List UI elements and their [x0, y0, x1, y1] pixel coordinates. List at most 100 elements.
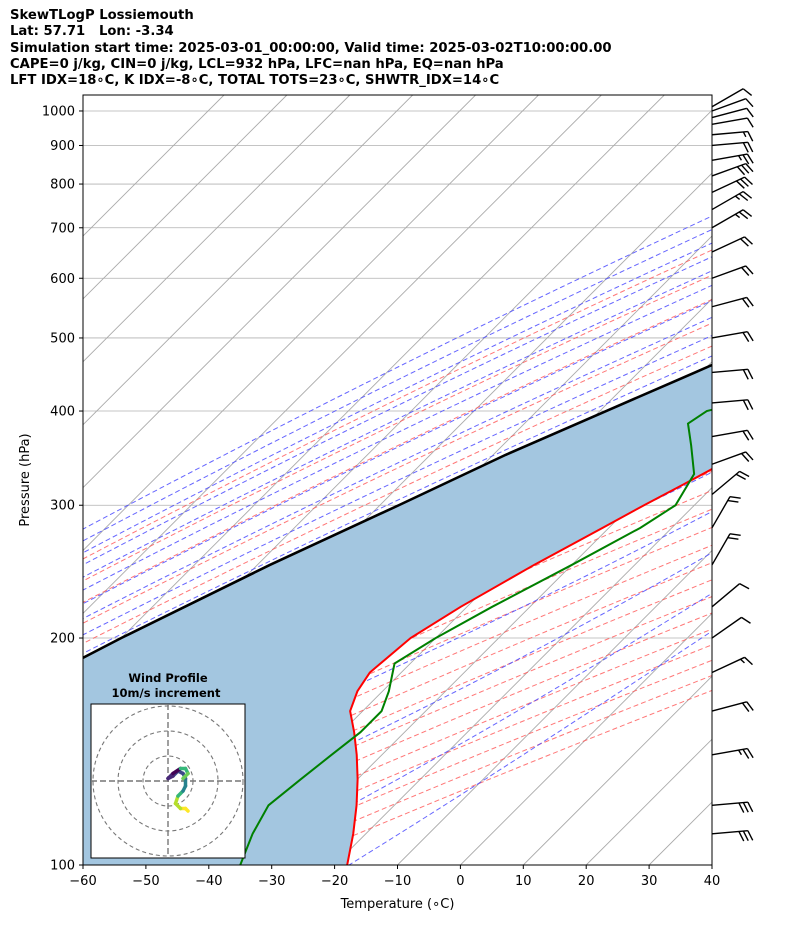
wind-barb — [711, 829, 754, 842]
wind-barb — [711, 153, 754, 165]
isotherm-line — [83, 95, 539, 552]
wind-barb-feather — [746, 701, 754, 711]
x-tick-label: −10 — [384, 874, 411, 889]
wind-barb-feather — [747, 131, 754, 142]
wind-barb-half-feather — [742, 131, 747, 138]
wind-barb — [711, 656, 753, 674]
wind-barb-feather — [747, 399, 754, 410]
wind-barb-staff — [711, 583, 741, 608]
wind-barb-half-feather — [737, 155, 743, 161]
wind-barb-staff — [711, 616, 742, 639]
wind-barb-staff — [711, 747, 748, 756]
wind-barb-staff — [711, 98, 747, 112]
wind-barb — [711, 141, 754, 153]
sounding-profiles — [83, 363, 712, 865]
wind-barb-feather — [738, 831, 745, 842]
wind-barb-feather — [741, 298, 750, 308]
wind-barb-feather — [741, 453, 750, 462]
wind-barb — [711, 368, 754, 380]
wind-barb-feather — [739, 583, 750, 590]
wind-barb-feather — [742, 802, 749, 813]
wind-barb-feather — [744, 656, 753, 666]
wind-barb-staff — [711, 88, 744, 108]
wind-barb — [711, 162, 754, 177]
dry-adiabat-line — [218, 659, 712, 865]
isotherm-line — [711, 864, 712, 865]
chart-title: SkewTLogP Lossiemouth — [10, 8, 194, 23]
wind-barb-staff — [711, 236, 745, 253]
dry-adiabat-line — [83, 249, 712, 560]
isotherm-line — [83, 95, 602, 615]
wind-barb-feather — [742, 154, 750, 165]
isotherm-line — [460, 612, 712, 865]
wind-barb — [711, 209, 753, 229]
isotherm-line — [397, 549, 712, 865]
parcel-profile-line — [83, 363, 712, 660]
y-tick-label: 500 — [50, 331, 75, 346]
wind-barb — [711, 331, 754, 343]
wind-barb-feather — [746, 107, 754, 118]
wind-barb — [711, 801, 754, 813]
wind-barb-feather — [729, 533, 741, 536]
wind-barb-feather — [740, 178, 749, 187]
wind-barb-feather — [738, 211, 749, 220]
wind-barb — [711, 117, 754, 128]
location-coordinates: Lat: 57.71 Lon: -3.34 — [10, 24, 174, 40]
wind-barb-feather — [729, 495, 741, 499]
mixing-ratio-line — [768, 95, 794, 268]
wind-barb-staff — [711, 829, 748, 835]
moist-adiabat-line — [83, 316, 712, 620]
dewpoint-profile-line — [239, 408, 712, 865]
dry-adiabat-line — [83, 274, 712, 582]
y-tick-label: 600 — [50, 272, 75, 287]
wind-barb — [711, 533, 741, 566]
x-tick-label: −40 — [195, 874, 222, 889]
isotherm-line — [83, 95, 288, 300]
y-tick-label: 700 — [50, 221, 75, 236]
wind-barb-staff — [711, 429, 748, 438]
wind-barb — [711, 399, 754, 411]
x-tick-label: 20 — [578, 874, 595, 889]
wind-barb — [711, 470, 750, 496]
wind-barb — [711, 265, 754, 279]
wind-barb-staff — [711, 701, 747, 712]
wind-barb-staff — [711, 265, 747, 279]
dry-adiabat-line — [283, 689, 712, 865]
moist-adiabat-line — [83, 228, 712, 542]
wind-barb-staff — [711, 533, 731, 566]
hodograph-inset: Wind Profile 10m/s increment — [90, 671, 246, 859]
wind-barb-feather — [735, 473, 746, 480]
hodograph-body — [91, 704, 245, 858]
wind-barb-feather — [742, 191, 753, 199]
x-tick-label: 30 — [641, 874, 658, 889]
hodograph-title: Wind Profile — [128, 671, 208, 685]
wind-barbs — [711, 88, 754, 842]
wind-barb — [711, 130, 754, 142]
wind-barb-staff — [711, 117, 748, 126]
wind-barb-feather — [742, 209, 753, 217]
wind-barb-feather — [735, 180, 745, 189]
moist-adiabat-line — [83, 334, 712, 636]
wind-barb-feather — [736, 166, 746, 176]
moist-adiabat-line — [236, 592, 712, 865]
y-tick-label: 300 — [50, 499, 75, 514]
x-tick-label: 40 — [704, 874, 721, 889]
wind-barb-staff — [711, 107, 747, 119]
y-tick-label: 900 — [50, 139, 75, 154]
x-axis-label: Temperature (∘C) — [340, 897, 455, 912]
wind-barb-staff — [711, 153, 748, 162]
dry-adiabat-line — [83, 345, 712, 645]
y-tick-label: 100 — [50, 859, 75, 874]
wind-barb-staff — [711, 496, 731, 529]
dry-adiabat-line — [185, 644, 712, 865]
wind-barb — [711, 495, 741, 529]
dry-adiabat-line — [83, 298, 712, 603]
wind-barb-half-feather — [737, 749, 743, 756]
wind-barb-feather — [747, 142, 754, 153]
wind-barb-feather — [745, 98, 754, 108]
wind-barb-feather — [747, 801, 754, 813]
wind-barb-staff — [711, 470, 741, 496]
wind-barb — [711, 701, 754, 712]
moist-adiabat-line — [83, 242, 712, 554]
wind-barb-feather — [738, 802, 745, 813]
